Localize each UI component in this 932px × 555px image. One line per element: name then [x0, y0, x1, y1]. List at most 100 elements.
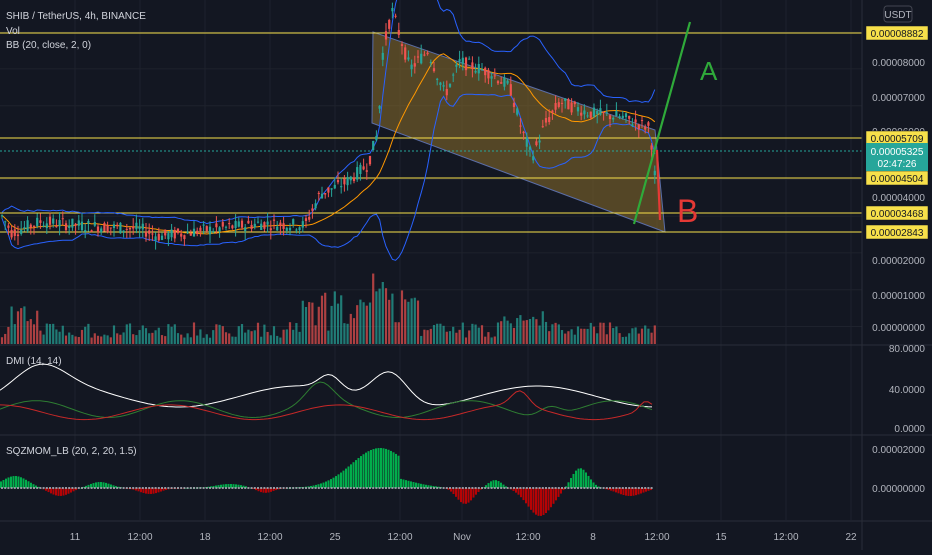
candle	[333, 177, 336, 190]
volume-bar	[410, 298, 413, 344]
candle	[42, 221, 45, 228]
squeeze-bar	[360, 456, 362, 488]
squeeze-dot	[625, 487, 627, 489]
candle	[68, 219, 71, 235]
level-tag: 0.00004504	[865, 170, 929, 186]
candle	[612, 116, 615, 123]
volume-bar	[583, 328, 586, 344]
squeeze-bar	[265, 488, 267, 493]
candle	[247, 215, 250, 224]
squeeze-dot	[26, 487, 29, 489]
candle	[605, 103, 608, 117]
volume-bar	[64, 335, 68, 344]
squeeze-bar	[275, 488, 277, 491]
squeeze-bar	[112, 485, 115, 488]
squeeze-bar	[500, 482, 502, 488]
candle	[564, 98, 567, 109]
scenario-a-line	[632, 21, 692, 225]
volume-bar	[128, 323, 132, 344]
squeeze-dot	[250, 487, 253, 489]
squeeze-dot	[589, 487, 592, 489]
squeeze-bar	[195, 487, 197, 489]
volume-bar	[468, 330, 471, 344]
candle	[640, 116, 644, 128]
candle	[224, 225, 228, 231]
squeeze-bar	[105, 482, 107, 488]
volume-bar	[96, 335, 100, 344]
candle	[567, 97, 570, 110]
squeeze-dot	[385, 487, 387, 489]
squeeze-dot	[407, 487, 410, 489]
candle	[231, 224, 234, 230]
squeeze-bar	[435, 486, 437, 488]
volume-bar	[522, 320, 525, 344]
volume-bar	[573, 334, 576, 344]
volume-bar	[516, 318, 519, 344]
volume-bar	[548, 331, 551, 344]
squeeze-bar	[385, 448, 387, 488]
squeeze-dot	[221, 487, 224, 489]
squeeze-bar	[405, 480, 407, 488]
candle	[365, 163, 368, 180]
candle	[45, 217, 48, 235]
currency-button-label[interactable]: USDT	[884, 10, 911, 21]
candle	[103, 221, 106, 232]
squeeze-dot	[164, 487, 167, 489]
volume-bar	[528, 318, 532, 344]
candle	[557, 98, 560, 109]
candle	[496, 80, 500, 85]
candle	[279, 219, 282, 235]
squeeze-bar	[452, 488, 455, 494]
volume-bar	[608, 322, 612, 344]
squeeze-bar	[197, 487, 200, 489]
squeeze-dot	[13, 487, 16, 489]
volume-bar	[538, 325, 541, 344]
candle	[452, 72, 455, 83]
squeeze-bar	[155, 488, 157, 494]
squeeze-dot	[20, 487, 23, 489]
squeeze-bar	[12, 476, 15, 488]
volume-bar	[263, 324, 266, 344]
squeeze-bar	[410, 481, 412, 488]
squeeze-dot	[468, 487, 471, 489]
candle	[573, 100, 576, 108]
candle	[71, 218, 74, 231]
currency-button[interactable]: USDT	[883, 5, 913, 23]
squeeze-bar	[102, 482, 105, 488]
volume-bar	[336, 303, 340, 344]
volume-bar	[612, 328, 615, 344]
volume-bar	[231, 336, 234, 344]
candle	[87, 218, 90, 232]
squeeze-dot	[61, 487, 64, 489]
squeeze-dot	[455, 487, 458, 489]
squeeze-bar	[277, 488, 280, 490]
squeeze-dot	[324, 487, 327, 489]
volume-bar	[464, 337, 468, 344]
volume-bar	[640, 328, 644, 344]
candle	[244, 223, 247, 241]
volume-bar	[599, 322, 602, 344]
squeeze-bar	[327, 480, 330, 488]
candle	[644, 124, 647, 134]
squeeze-bar	[525, 488, 527, 504]
volume-bar	[132, 334, 135, 344]
squeeze-dot	[68, 487, 71, 489]
squeeze-dot	[461, 487, 464, 489]
squeeze-dot	[33, 487, 35, 489]
volume-bar	[381, 281, 384, 344]
squeeze-dot	[212, 487, 215, 489]
squeeze-dot	[557, 487, 560, 489]
squeeze-bar	[640, 488, 642, 494]
volume-bar	[292, 329, 295, 344]
squeeze-dot	[570, 487, 573, 489]
candle	[388, 18, 391, 32]
squeeze-bar	[610, 488, 612, 491]
squeeze-bar	[460, 488, 462, 503]
squeeze-dot	[378, 487, 381, 489]
volume-bar	[36, 310, 39, 344]
candle	[90, 229, 93, 233]
volume-bar	[615, 326, 618, 344]
squeeze-bar	[57, 488, 60, 496]
volume-bar	[324, 292, 327, 344]
